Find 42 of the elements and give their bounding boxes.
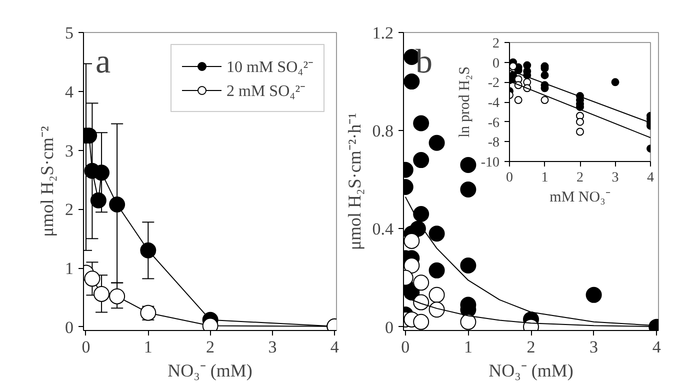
y-tick-label: -4	[488, 96, 500, 111]
y-axis-title: μmol H₂S·cm⁻²·h⁻¹	[344, 112, 364, 250]
x-axis-title: NO₃⁻ (mM)	[168, 360, 252, 380]
y-tick-label: -8	[488, 136, 500, 151]
x-tick-label: 0	[506, 170, 513, 186]
y-tick-label: 2	[492, 36, 500, 52]
y-tick-label: 1	[65, 259, 74, 278]
x-tick-label: 2	[206, 338, 215, 356]
y-tick-label: 0	[492, 56, 500, 72]
annotation: b	[416, 44, 432, 80]
x-tick-label: 2	[576, 170, 584, 186]
x-tick-label: 4	[330, 338, 340, 356]
x-tick-label: 3	[590, 338, 598, 356]
x-tick-label: 0	[82, 338, 90, 356]
y-tick-label: 5	[65, 24, 74, 42]
x-tick-label: 0	[401, 338, 410, 356]
legend-label: 10 mM SO₄²⁻	[226, 58, 313, 77]
x-tick-label: 3	[612, 170, 619, 186]
y-tick-label: 0.4	[372, 220, 394, 239]
y-axis-title: ln prod H₂S	[456, 66, 473, 138]
y-tick-label: 1.2	[372, 24, 394, 42]
x-tick-label: 1	[144, 338, 152, 356]
y-tick-label: -10	[480, 156, 500, 170]
x-tick-label: 2	[526, 338, 536, 356]
y-tick-label: 0.8	[372, 122, 394, 141]
x-axis-title: NO₃⁻ (mM)	[488, 360, 574, 380]
y-axis-title: μmol H₂S·cm⁻²	[37, 126, 57, 237]
y-tick-label: -2	[488, 76, 500, 92]
y-tick-label: 0	[385, 318, 394, 337]
y-tick-label: 4	[65, 82, 74, 102]
x-tick-label: 3	[268, 338, 277, 356]
x-tick-label: 4	[652, 338, 662, 356]
y-tick-label: 3	[65, 141, 74, 160]
y-tick-label: -6	[488, 116, 500, 131]
x-tick-label: 1	[541, 170, 548, 186]
legend-label: 2 mM SO₄²⁻	[226, 82, 305, 101]
y-tick-label: 2	[65, 200, 74, 220]
y-tick-label: 0	[65, 318, 74, 337]
x-axis-title: mM NO₃⁻	[550, 190, 610, 206]
x-tick-label: 4	[647, 170, 654, 186]
x-tick-label: 1	[464, 338, 472, 356]
annotation: a	[96, 44, 111, 80]
